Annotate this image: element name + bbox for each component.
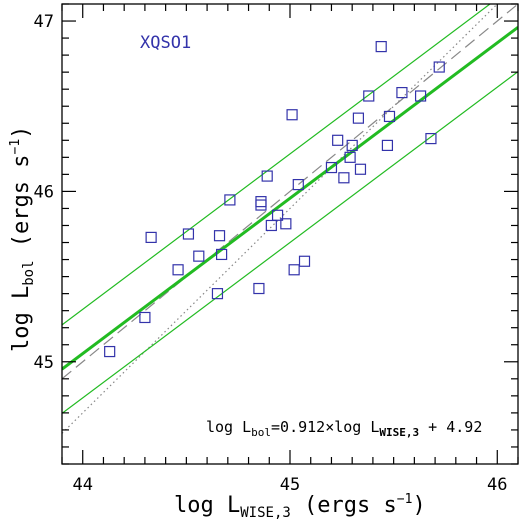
data-point [172, 264, 184, 276]
fit-eq-sub2: WISE,3 [379, 426, 419, 439]
data-point [354, 163, 367, 175]
dashed-one-to-one-line [62, 4, 518, 380]
data-point [255, 199, 267, 211]
y-tick-label: 45 [34, 353, 54, 373]
y-axis-title: log Lbol (ergs s−1) [8, 126, 37, 352]
data-point [292, 178, 304, 191]
x-title-sup: −1 [397, 492, 413, 507]
x-tick-label: 44 [72, 475, 92, 495]
x-title-close: ) [412, 493, 425, 518]
fit-lower-band [62, 71, 518, 414]
data-point [104, 345, 116, 358]
data-point [213, 230, 226, 242]
data-point [414, 90, 427, 102]
x-title-sub: WISE,3 [240, 505, 291, 521]
fit-eq-part3: + 4.92 [419, 418, 482, 436]
data-point [286, 109, 298, 121]
data-point [224, 194, 236, 206]
axis-ticks: 44 45 46 45 46 47 [34, 3, 519, 495]
data-point [145, 231, 157, 244]
data-point [216, 248, 228, 261]
data-point [396, 86, 408, 99]
data-point [211, 288, 224, 300]
data-point [425, 132, 437, 145]
y-tick-label: 47 [34, 12, 54, 32]
data-point [433, 61, 445, 73]
data-point [383, 110, 396, 123]
data-point [298, 255, 311, 267]
fit-eq-part1: log L [206, 418, 251, 436]
data-point [280, 218, 292, 230]
data-points [104, 40, 445, 358]
data-point [288, 264, 300, 276]
x-tick-label: 45 [280, 475, 300, 495]
panel-label: XQSO1 [140, 33, 191, 53]
x-title-prefix: log L [174, 493, 240, 518]
data-point [381, 139, 394, 152]
fit-equation: log Lbol=0.912×log LWISE,3 + 4.92 [206, 418, 482, 439]
data-point [253, 282, 265, 295]
data-point [346, 139, 358, 152]
y-title-prefix: log L [9, 286, 34, 352]
fit-line [62, 26, 518, 371]
plot-frame [61, 3, 519, 465]
fit-eq-sub1: bol [251, 426, 271, 439]
fit-upper-band [62, 4, 492, 326]
data-point [344, 151, 356, 163]
fit-lines [62, 4, 518, 434]
data-point [193, 250, 205, 262]
data-point [363, 90, 375, 102]
data-point [255, 196, 267, 208]
data-point [375, 40, 387, 53]
y-title-suffix: (ergs s [9, 155, 34, 261]
fit-eq-part2: =0.912×log L [271, 418, 379, 436]
data-point [352, 112, 364, 124]
data-point [271, 209, 284, 221]
x-tick-label: 46 [487, 475, 507, 495]
y-title-sub: bol [21, 260, 37, 285]
dotted-reference-line [62, 4, 499, 434]
data-point [139, 311, 151, 324]
y-title-close: ) [9, 126, 34, 139]
x-title-suffix: (ergs s [291, 493, 397, 518]
data-point [265, 219, 277, 232]
x-axis-title: log LWISE,3 (ergs s−1) [174, 492, 426, 521]
data-point [182, 228, 195, 240]
data-point [338, 172, 350, 184]
data-point [332, 134, 344, 146]
data-point [261, 170, 273, 182]
data-point [325, 161, 338, 174]
y-tick-label: 46 [34, 182, 54, 202]
y-title-sup: −1 [8, 139, 23, 155]
